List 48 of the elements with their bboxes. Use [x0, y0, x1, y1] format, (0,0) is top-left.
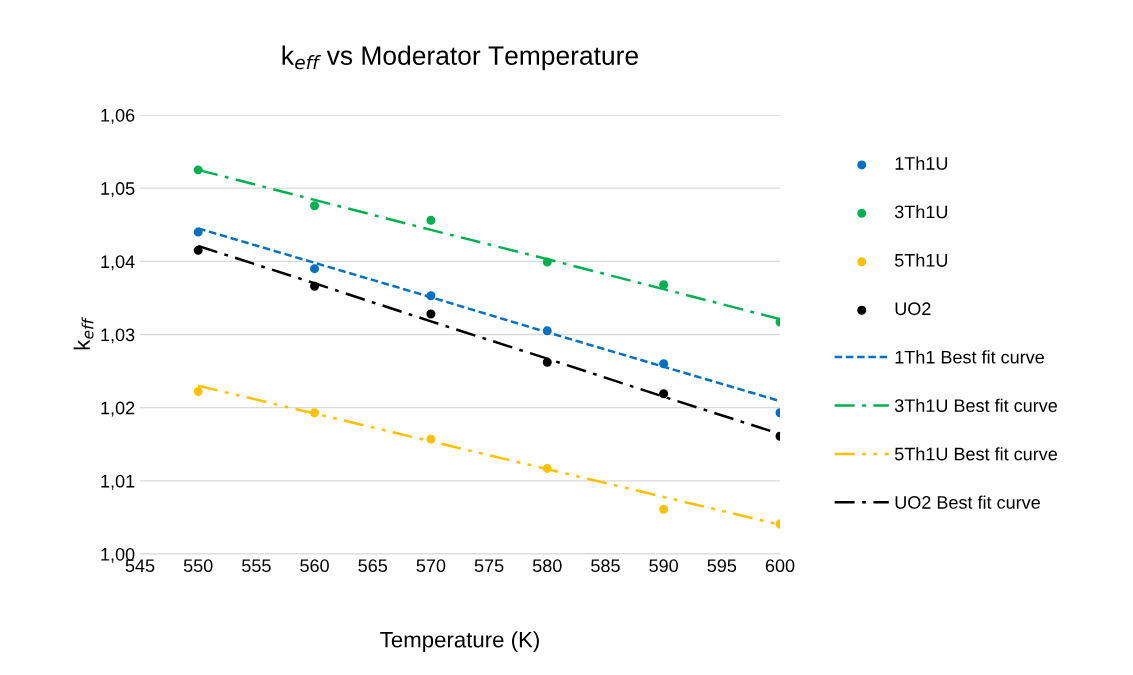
x-tick-label: 550 — [183, 559, 213, 573]
legend-label: 1Th1 Best fit curve — [895, 350, 1044, 364]
legend-label: 1Th1U — [895, 156, 948, 170]
point — [542, 326, 552, 336]
legend-label: 3Th1U Best fit curve — [894, 398, 1057, 412]
point — [659, 504, 669, 514]
y-axis-title: k$_{eff}$ — [73, 317, 94, 350]
point — [193, 245, 203, 255]
y-tick-label: 1,01 — [101, 474, 135, 490]
point — [659, 280, 669, 290]
point — [542, 357, 552, 367]
point — [310, 408, 320, 418]
legend-label: 5Th1U — [894, 253, 948, 267]
y-tick-label: 1,05 — [101, 182, 135, 198]
point — [193, 227, 203, 237]
y-tick-label: 1,04 — [101, 255, 135, 271]
legend-label: UO2 — [895, 302, 931, 316]
point — [426, 215, 436, 225]
point — [659, 389, 669, 399]
point — [310, 264, 320, 274]
point — [426, 309, 436, 319]
chart-title: k$_{eff}$ vs Moderator Temperature — [282, 45, 638, 71]
x-tick-label: 570 — [416, 559, 446, 573]
x-tick-label: 600 — [765, 559, 795, 573]
legend-label: 5Th1U Best fit curve — [894, 447, 1057, 461]
x-tick-label: 585 — [591, 559, 620, 573]
x-tick-label: 575 — [474, 559, 504, 573]
point — [310, 201, 320, 211]
y-tick-label: 1,06 — [101, 108, 135, 124]
point — [193, 165, 203, 175]
x-axis-title: Temperature (K) — [380, 631, 539, 652]
point — [193, 387, 203, 397]
x-tick-label: 565 — [358, 559, 388, 573]
x-tick-label: 595 — [707, 559, 737, 573]
x-tick-label: 560 — [300, 559, 329, 573]
point — [310, 281, 320, 291]
point — [659, 359, 669, 369]
y-tick-label: 1,02 — [101, 401, 135, 417]
point — [426, 434, 436, 444]
point — [542, 463, 552, 473]
x-tick-label: 580 — [532, 559, 562, 573]
point — [542, 257, 552, 267]
y-tick-label: 1,03 — [101, 328, 135, 344]
legend-label: 3Th1U — [894, 205, 948, 219]
x-tick-label: 555 — [242, 559, 271, 573]
legend-label: UO2 Best fit curve — [895, 495, 1040, 509]
point — [426, 291, 436, 301]
x-tick-label: 590 — [649, 559, 678, 573]
